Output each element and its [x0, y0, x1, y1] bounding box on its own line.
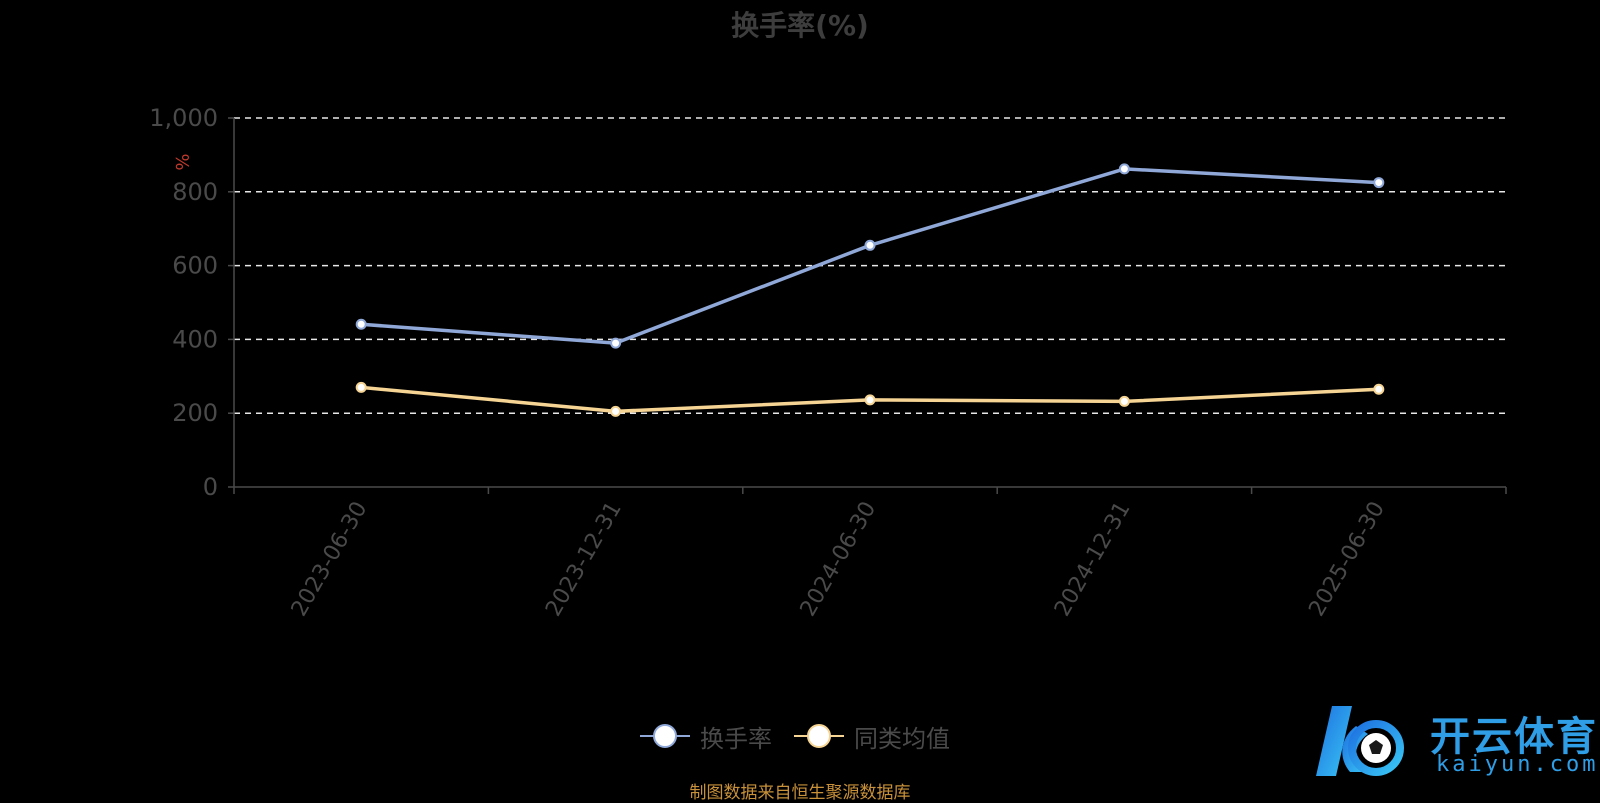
series-point-2[interactable]: [1118, 395, 1130, 407]
series-point-1[interactable]: [1373, 177, 1385, 189]
y-tick-label: 400: [172, 325, 218, 353]
grid-lines: [234, 117, 1506, 414]
watermark-text-cn: 开云体育: [1430, 714, 1598, 760]
x-tick-label: 2024-06-30: [796, 498, 882, 621]
legend-item-turnover[interactable]: 换手率: [640, 719, 772, 754]
series-line-1: [361, 167, 1379, 345]
y-tick-label: 200: [172, 399, 218, 427]
y-tick-label: 1,000: [149, 104, 218, 132]
series-point-2[interactable]: [610, 405, 622, 417]
x-tick-label: 2023-12-31: [541, 498, 627, 621]
series-point-1[interactable]: [355, 318, 367, 330]
y-tick-label: 600: [172, 252, 218, 280]
legend-label-peer-average: 同类均值: [854, 724, 950, 753]
axes: [228, 117, 1507, 494]
watermark-logo: 开云体育 kaiyun.com: [1310, 698, 1599, 788]
series-point-1[interactable]: [610, 337, 622, 349]
kaiyun-logo-icon: [1316, 706, 1404, 776]
watermark-text-en: kaiyun.com: [1436, 752, 1599, 777]
legend-label-turnover: 换手率: [700, 724, 772, 753]
series-point-1[interactable]: [864, 239, 876, 251]
x-tick-label: 2023-06-30: [287, 498, 373, 621]
legend-marker-peer-average-icon: [794, 724, 844, 748]
series-point-2[interactable]: [355, 381, 367, 393]
series-point-2[interactable]: [1373, 383, 1385, 395]
series-point-1[interactable]: [1118, 163, 1130, 175]
x-tick-label: 2025-06-30: [1304, 498, 1390, 621]
y-tick-labels: 0 200 400 600 800 1,000: [149, 104, 218, 501]
y-tick-label: 0: [203, 473, 218, 501]
x-tick-labels: 2023-06-30 2023-12-31 2024-06-30 2024-12-31…: [287, 498, 1390, 621]
series-layer: [355, 163, 1385, 417]
data-source-footer: 制图数据来自恒生聚源数据库: [689, 783, 911, 803]
x-tick-label: 2024-12-31: [1050, 498, 1136, 621]
series-point-2[interactable]: [864, 394, 876, 406]
legend-item-peer-average[interactable]: 同类均值: [794, 719, 950, 754]
legend: 换手率 同类均值: [640, 716, 972, 756]
legend-marker-turnover-icon: [640, 724, 690, 748]
y-tick-label: 800: [172, 178, 218, 206]
chart-title: 换手率(%): [731, 9, 869, 42]
y-axis-unit: %: [171, 153, 192, 170]
